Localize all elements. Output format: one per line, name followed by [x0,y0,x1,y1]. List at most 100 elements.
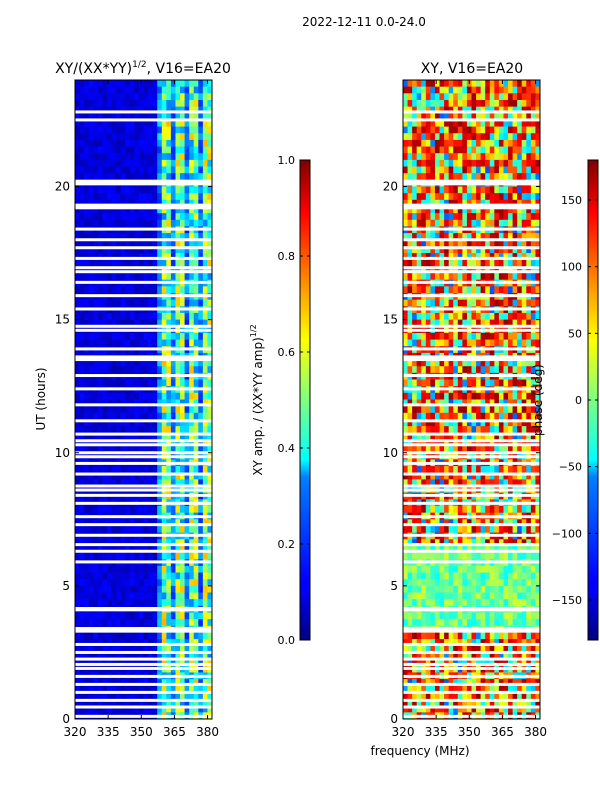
heatmap-cell [476,246,482,254]
heatmap-cell [480,286,486,294]
heatmap-cell [471,299,477,307]
heatmap-cell [111,266,117,274]
heatmap-cell [106,419,112,427]
heatmap-cell [480,273,486,281]
heatmap-cell [93,432,99,440]
heatmap-cell [517,146,523,154]
heatmap-cell [129,466,135,474]
heatmap-cell [180,146,185,154]
heatmap-cell [189,466,195,474]
heatmap-cell [425,146,431,154]
heatmap-cell [193,273,199,281]
heatmap-cell [425,80,431,88]
heatmap-cell [134,406,140,414]
heatmap-cell [508,133,513,141]
heatmap-cell [97,332,103,340]
heatmap-cell [403,173,408,181]
heatmap-cell [157,432,163,440]
heatmap-cell [97,126,103,134]
heatmap-cell [439,206,445,214]
heatmap-cell [170,659,176,667]
heatmap-cell [157,479,163,487]
heatmap-cell [193,446,199,454]
heatmap-cell [471,312,477,321]
heatmap-cell [175,206,181,214]
heatmap-cell [466,266,472,274]
heatmap-cell [102,599,108,607]
heatmap-cell [444,419,450,427]
heatmap-cell [134,652,140,660]
heatmap-cell [157,692,163,700]
heatmap-cell [512,286,518,294]
heatmap-cell [448,412,454,420]
heatmap-cell [111,126,117,134]
heatmap-cell [476,359,482,367]
heatmap-cell [412,86,418,94]
heatmap-cell [152,206,158,214]
heatmap-cell [120,506,126,514]
heatmap-cell [512,253,518,261]
heatmap-cell [448,106,454,114]
heatmap-cell [97,99,103,108]
heatmap-cell [152,359,158,367]
heatmap-cell [416,266,422,274]
heatmap-cell [116,366,122,374]
heatmap-cell [120,692,126,700]
heatmap-cell [521,506,527,514]
heatmap-cell [143,173,149,181]
heatmap-cell [75,692,80,700]
heatmap-cell [84,273,90,281]
heatmap-cell [189,685,195,693]
flagged-gap [75,666,212,670]
heatmap-cell [198,106,204,114]
heatmap-cell [453,159,459,167]
heatmap-cell [152,139,158,147]
heatmap-cell [129,599,135,607]
heatmap-cell [453,359,459,367]
heatmap-cell [198,266,204,274]
heatmap-cell [84,699,90,707]
heatmap-cell [202,359,208,367]
heatmap-cell [93,126,99,134]
heatmap-cell [161,585,167,593]
heatmap-cell [517,426,523,434]
heatmap-cell [434,233,440,241]
heatmap-cell [453,213,459,221]
heatmap-cell [462,392,468,400]
heatmap-cell [106,319,112,327]
heatmap-cell [152,173,158,181]
heatmap-cell [88,233,94,241]
heatmap-cell [97,359,103,367]
heatmap-cell [134,246,140,254]
heatmap-cell [148,139,154,147]
heatmap-cell [189,479,195,487]
heatmap-cell [129,479,135,487]
heatmap-cell [148,99,154,108]
heatmap-cell [448,219,454,227]
heatmap-cell [97,113,103,121]
heatmap-cell [106,519,112,527]
heatmap-cell [161,233,167,241]
heatmap-cell [79,239,85,247]
heatmap-cell [102,159,108,167]
heatmap-cell [421,80,427,88]
heatmap-cell [453,286,459,294]
heatmap-cell [512,173,518,181]
heatmap-cell [143,86,149,94]
heatmap-cell [134,332,140,340]
heatmap-cell [517,93,523,101]
heatmap-cell [457,319,463,327]
heatmap-cell [175,679,181,687]
heatmap-cell [517,392,523,400]
heatmap-cell [111,166,117,174]
heatmap-cell [79,186,85,194]
heatmap-cell [462,379,468,387]
heatmap-cell [102,545,108,553]
heatmap-cell [152,113,158,121]
heatmap-cell [193,332,199,340]
heatmap-cell [138,119,144,127]
heatmap-cell [498,439,504,447]
heatmap-cell [421,126,427,134]
heatmap-cell [521,146,527,154]
heatmap-cell [75,219,80,227]
